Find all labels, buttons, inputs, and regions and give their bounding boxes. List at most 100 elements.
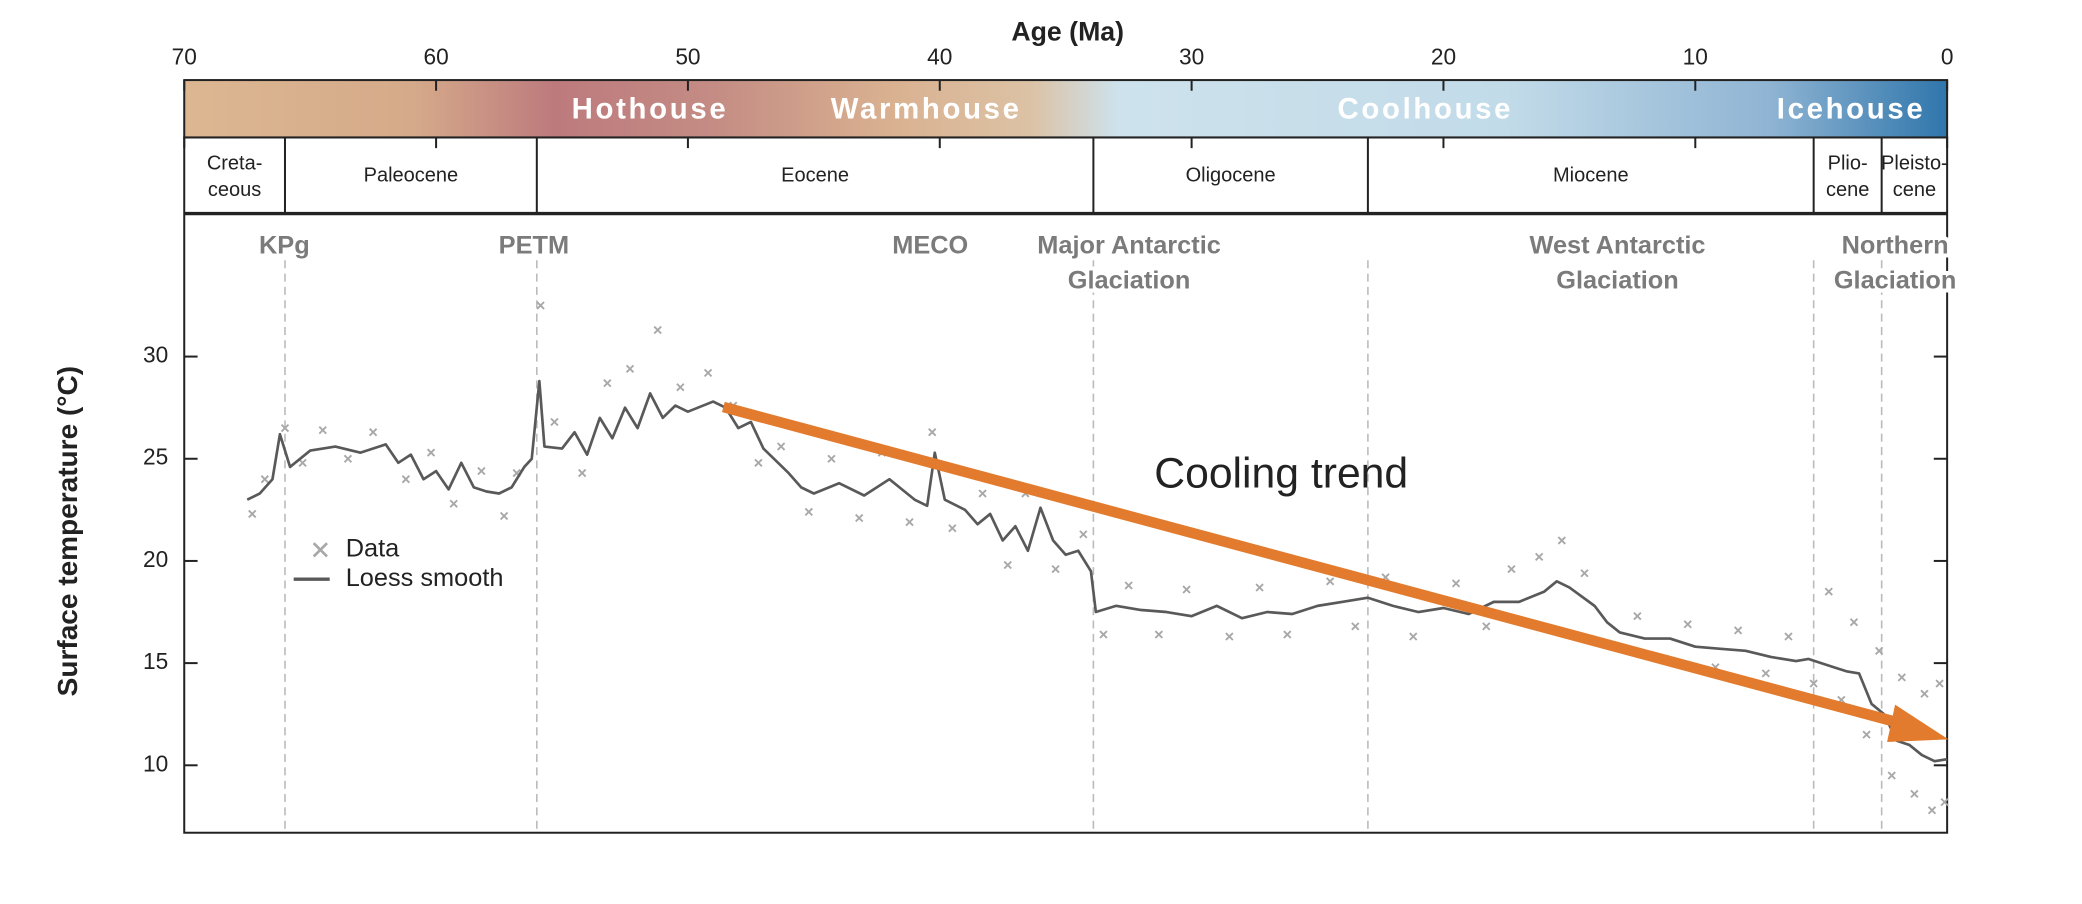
event-label: Major Antarctic — [1037, 232, 1221, 260]
event-label: KPg — [259, 232, 310, 260]
data-point — [625, 364, 635, 373]
event-label: PETM — [499, 232, 569, 260]
data-point — [248, 509, 257, 519]
legend-label: Loess smooth — [346, 564, 504, 592]
epoch-label: ceous — [208, 179, 261, 201]
epoch-label: cene — [1826, 179, 1869, 201]
data-point — [1633, 611, 1642, 621]
x-tick-label: 50 — [675, 44, 700, 70]
data-point — [1482, 622, 1491, 631]
legend-swatch — [312, 542, 328, 558]
data-point — [280, 423, 290, 433]
x-tick-label: 40 — [927, 44, 952, 70]
data-point — [260, 475, 269, 484]
data-point — [426, 448, 436, 457]
y-tick-label: 25 — [143, 444, 168, 470]
climate-band — [183, 79, 1949, 139]
data-point — [1182, 585, 1191, 594]
data-point — [1875, 646, 1884, 655]
data-point — [804, 507, 813, 517]
legend-label: Data — [346, 535, 400, 563]
data-point — [905, 517, 914, 527]
data-point — [343, 454, 353, 463]
data-point — [978, 489, 987, 498]
y-tick-label: 20 — [143, 546, 168, 572]
data-point — [754, 458, 763, 467]
y-tick-label: 30 — [143, 342, 168, 368]
event-label: West Antarctic — [1529, 232, 1705, 260]
data-point — [1124, 581, 1133, 590]
data-point — [298, 458, 307, 467]
data-point — [1862, 730, 1871, 739]
event-label: Northern — [1842, 232, 1949, 260]
data-point — [1580, 569, 1589, 578]
data-point — [1325, 577, 1335, 586]
data-point — [318, 426, 327, 435]
epoch-label: Oligocene — [1186, 164, 1276, 186]
event-label: Glaciation — [1068, 266, 1191, 294]
data-point — [477, 466, 486, 476]
x-tick-label: 0 — [1941, 44, 1954, 70]
event-label: Glaciation — [1556, 266, 1679, 294]
data-point — [1154, 630, 1163, 639]
data-point — [1940, 797, 1949, 807]
x-tick-label: 60 — [423, 44, 448, 70]
x-tick-label: 70 — [172, 44, 197, 70]
epoch-label: Creta- — [207, 152, 263, 174]
data-point — [1784, 632, 1793, 641]
data-point — [401, 475, 410, 484]
data-point — [1409, 632, 1418, 641]
data-point — [1003, 560, 1012, 570]
data-point — [1733, 626, 1743, 635]
data-point — [1935, 679, 1944, 688]
data-point — [653, 325, 662, 335]
data-point — [449, 499, 458, 508]
data-point — [827, 454, 836, 463]
data-point — [1824, 587, 1833, 596]
x-tick-label: 20 — [1431, 44, 1456, 70]
x-axis-title: Age (Ma) — [1011, 16, 1124, 46]
regime-label: Warmhouse — [831, 93, 1022, 126]
data-point — [550, 417, 559, 427]
data-point — [1351, 622, 1360, 631]
data-point — [1079, 530, 1088, 539]
y-axis-title: Surface temperature (°C) — [52, 366, 83, 696]
data-point — [1920, 689, 1929, 698]
epoch-label: Pleisto- — [1881, 152, 1948, 174]
annotation: Cooling trend — [1154, 450, 1408, 498]
data-point — [1535, 552, 1544, 561]
data-point — [855, 513, 864, 523]
regime-label: Coolhouse — [1338, 93, 1514, 126]
regime-label: Icehouse — [1777, 93, 1926, 126]
data-point — [776, 442, 786, 451]
data-point — [1051, 564, 1060, 574]
data-point — [1887, 771, 1896, 780]
data-point — [1897, 673, 1906, 682]
regime-label: Hothouse — [572, 93, 729, 126]
data-point — [578, 468, 587, 478]
epoch-label: Miocene — [1553, 164, 1629, 186]
data-point — [1557, 536, 1566, 545]
data-point — [1927, 806, 1937, 815]
x-tick-label: 10 — [1683, 44, 1708, 70]
plot-frame — [183, 136, 1949, 834]
data-point — [1451, 579, 1461, 588]
epoch-label: cene — [1893, 179, 1936, 201]
epoch-label: Plio- — [1828, 152, 1868, 174]
event-label: MECO — [892, 232, 968, 260]
data-point — [1507, 564, 1516, 574]
data-point — [1809, 679, 1818, 688]
y-tick-label: 15 — [143, 648, 168, 674]
data-point — [499, 511, 509, 521]
data-point — [603, 379, 612, 388]
data-point — [368, 428, 378, 437]
event-label: Glaciation — [1834, 266, 1957, 294]
data-point — [1910, 789, 1919, 799]
y-tick-label: 10 — [143, 750, 168, 776]
smooth-line — [246, 379, 1948, 763]
data-point — [676, 383, 685, 392]
epoch-label: Paleocene — [364, 164, 459, 186]
data-point — [703, 368, 713, 378]
data-point — [1761, 669, 1770, 678]
